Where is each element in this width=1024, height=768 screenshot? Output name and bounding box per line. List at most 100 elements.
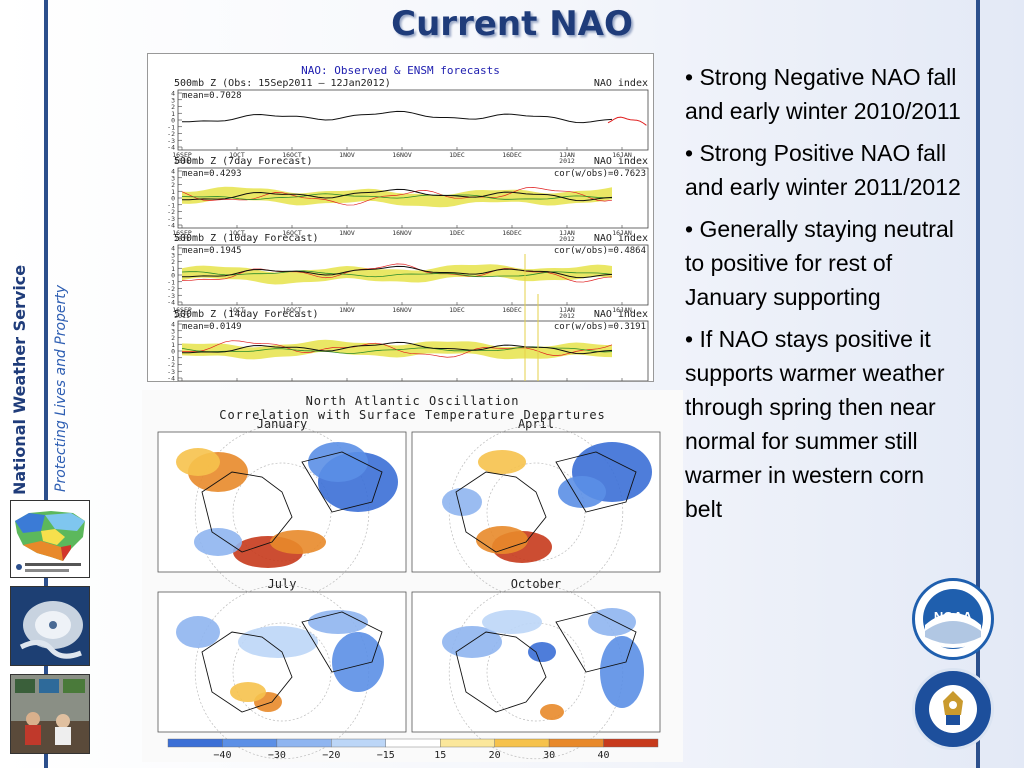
colorbar-label: −20 [322,750,340,761]
panel-index-label: NAO index [594,233,648,244]
observed-nao-line [181,341,613,355]
panel-correlation: cor(w/obs)=0.7623 [554,169,646,179]
forecast-plume [607,116,647,126]
x-tick-label: 1DEC [449,306,465,314]
bullet-item: • If NAO stays positive it supports warm… [685,326,945,522]
nao-forecast-figure: NAO: Observed & ENSM forecasts 500mb Z (… [147,53,654,382]
y-tick-label: -3 [167,368,175,376]
correlation-region [588,608,636,636]
right-rule [976,0,980,768]
y-tick-label: -4 [167,144,175,152]
x-tick-label: 16DEC [502,306,522,314]
bullet-item: • Generally staying neutral to positive … [685,216,954,310]
colorbar-label: −30 [268,750,286,761]
correlation-map: October [411,577,661,760]
x-tick-label: 1NOV [339,151,355,159]
x-tick-label: 2011 [174,157,190,165]
map-season-label: October [511,577,562,591]
observed-nao-line [181,188,613,202]
colorbar-label: 40 [598,750,610,761]
panel-title: 500mb Z (7day Forecast) [174,156,312,167]
noaa-logo-text: NOAA [934,609,973,624]
x-tick-label: 16DEC [502,151,522,159]
ensemble-mean-line [181,193,613,200]
y-tick-label: -4 [167,222,175,230]
x-tick-label: 16NOV [392,229,412,237]
colorbar-segment [494,738,550,748]
panel-title: 500mb Z (10day Forecast) [174,233,319,244]
x-tick-label: 16DEC [502,229,522,237]
correlation-region [540,704,564,720]
map-season-label: January [257,417,308,431]
panel-mean: mean=0.0149 [182,322,242,332]
colorbar-label: 20 [489,750,501,761]
continent-outline [201,471,293,553]
y-tick-label: 4 [171,168,175,176]
panel-index-label: NAO index [594,156,648,167]
y-tick-label: 3 [171,251,175,259]
colorbar-segment [548,738,604,748]
y-tick-label: 3 [171,327,175,335]
x-tick-label: 1JAN [559,229,575,237]
ensemble-member-line [181,263,613,283]
nao-panel: 500mb Z (Obs: 15Sep2011 — 12Jan2012) NAO … [167,78,649,165]
correlation-region [176,616,220,648]
panel-mean: mean=0.1945 [182,246,242,256]
y-tick-label: 3 [171,96,175,104]
x-tick-label: 2012 [559,235,575,243]
correlation-region [442,626,502,658]
y-tick-label: 2 [171,334,175,342]
correlation-region [478,450,526,474]
y-tick-label: 2 [171,181,175,189]
correlation-region [442,488,482,516]
x-tick-label: 16NOV [392,151,412,159]
observed-nao-line [181,110,613,124]
panel-index-label: NAO index [594,309,648,320]
panel-correlation: cor(w/obs)=0.4864 [554,246,646,256]
x-tick-label: 16SEP [172,306,192,314]
x-tick-label: 2012 [559,157,575,165]
correlation-region [230,682,266,702]
y-tick-label: -1 [167,278,175,286]
latitude-circle [232,622,332,722]
continent-outline [455,471,547,553]
panel-mean: mean=0.7028 [182,91,242,101]
x-tick-label: 16JAN [612,151,632,159]
correlation-region [176,448,220,476]
correlation-title-line2: Correlation with Surface Temperature Dep… [219,408,606,422]
colorbar-segment [167,738,223,748]
y-tick-label: -4 [167,299,175,307]
y-tick-label: -3 [167,215,175,223]
nao-panel: 500mb Z (10day Forecast) NAO index 43210-1… [167,233,649,320]
commerce-seal [912,668,994,750]
panel-title: 500mb Z (14day Forecast) [174,309,319,320]
y-tick-label: 1 [171,110,175,118]
continent-outline [201,631,293,713]
x-tick-label: 1JAN [559,306,575,314]
correlation-region [558,476,606,508]
hurricane-satellite-thumbnail [10,586,90,666]
ensemble-mean-line [181,270,613,278]
continent-outline [301,611,383,673]
correlation-region [332,632,384,692]
latitude-circle [486,622,586,722]
x-tick-label: 16OCT [282,306,302,314]
x-tick-label: 1OCT [229,229,245,237]
colorbar-segment [385,738,441,748]
y-tick-label: 2 [171,103,175,111]
y-tick-label: -2 [167,361,175,369]
map-season-label: July [268,577,297,591]
correlation-title-line1: North Atlantic Oscillation [305,394,520,408]
correlation-region [600,636,644,708]
panel-index-label: NAO index [594,78,648,89]
bullet-item: • Strong Positive NAO fall and early win… [685,140,961,200]
colorbar-segment [603,738,659,748]
x-tick-label: 1NOV [339,306,355,314]
x-tick-label: 2012 [559,312,575,320]
x-tick-label: 16OCT [282,229,302,237]
colorbar-segment [222,738,278,748]
y-tick-label: 1 [171,341,175,349]
x-tick-label: 1DEC [449,151,465,159]
panel-title: 500mb Z (Obs: 15Sep2011 — 12Jan2012) [174,78,391,89]
y-tick-label: -2 [167,208,175,216]
